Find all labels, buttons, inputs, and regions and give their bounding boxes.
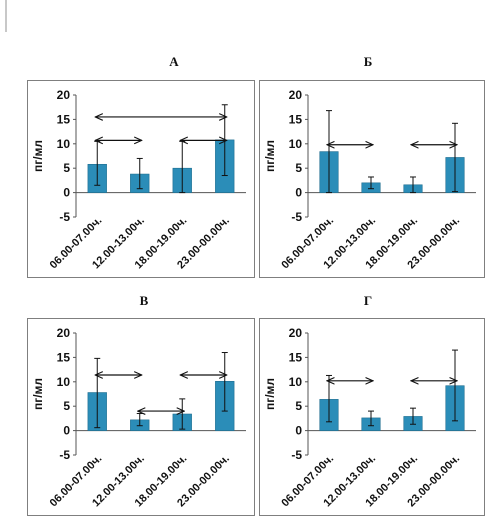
y-tick-label: 5 <box>295 399 302 413</box>
y-axis-label: пг/мл <box>31 140 45 172</box>
y-tick-label: -5 <box>59 448 70 462</box>
panel-title-b: Б <box>363 54 373 69</box>
y-tick-label: 0 <box>295 424 302 438</box>
y-tick-label: 20 <box>57 326 71 340</box>
y-tick-label: 15 <box>57 350 71 364</box>
y-tick-label: 10 <box>289 375 303 389</box>
y-tick-label: 0 <box>63 424 70 438</box>
bar-chart-b: пг/мл-50510152006.00-07.00ч.12.00-13.00ч… <box>263 88 476 271</box>
y-tick-label: -5 <box>291 210 302 224</box>
y-tick-label: 0 <box>295 186 302 200</box>
y-axis-label: пг/мл <box>31 378 45 410</box>
y-tick-label: -5 <box>59 210 70 224</box>
bar-chart-g: пг/мл-50510152006.00-07.00ч.12.00-13.00ч… <box>263 326 476 509</box>
y-tick-label: 20 <box>57 88 71 102</box>
bar-chart-a: пг/мл-50510152006.00-07.00ч.12.00-13.00ч… <box>31 88 246 271</box>
y-tick-label: 15 <box>57 112 71 126</box>
y-tick-label: 15 <box>289 350 303 364</box>
y-tick-label: 20 <box>289 326 303 340</box>
y-tick-label: 5 <box>63 161 70 175</box>
chart-panel-a: пг/мл -5 0 5 10 15 20 06.00-07.00ч. 12.00-13.00ч… <box>27 80 255 278</box>
y-tick-label: 0 <box>63 186 70 200</box>
chart-panel-g: пг/мл -5 0 5 10 15 20 06.00-07.00ч. 12.00-13.00ч… <box>259 318 485 516</box>
y-tick-label: 10 <box>289 137 303 151</box>
page-edge-mark <box>5 0 7 32</box>
y-tick-label: 5 <box>295 161 302 175</box>
panel-title-v: В <box>139 293 149 308</box>
chart-panel-b: пг/мл -5 0 5 10 15 20 06.00-07.00ч. 12.00-13.00ч… <box>259 80 485 278</box>
y-tick-label: 10 <box>57 137 71 151</box>
chart-panel-v: пг/мл -5 0 5 10 15 20 06.00-07.00ч. 12.00-13.00ч… <box>27 318 255 516</box>
bar-chart-v: пг/мл-50510152006.00-07.00ч.12.00-13.00ч… <box>31 326 246 509</box>
panel-title-g: Г <box>363 293 373 308</box>
y-axis-label: пг/мл <box>263 140 277 172</box>
y-tick-label: 15 <box>289 112 303 126</box>
y-tick-label: 10 <box>57 375 71 389</box>
panel-title-a: А <box>169 54 179 69</box>
y-tick-label: 5 <box>63 399 70 413</box>
y-tick-label: -5 <box>291 448 302 462</box>
y-axis-label: пг/мл <box>263 378 277 410</box>
y-tick-label: 20 <box>289 88 303 102</box>
